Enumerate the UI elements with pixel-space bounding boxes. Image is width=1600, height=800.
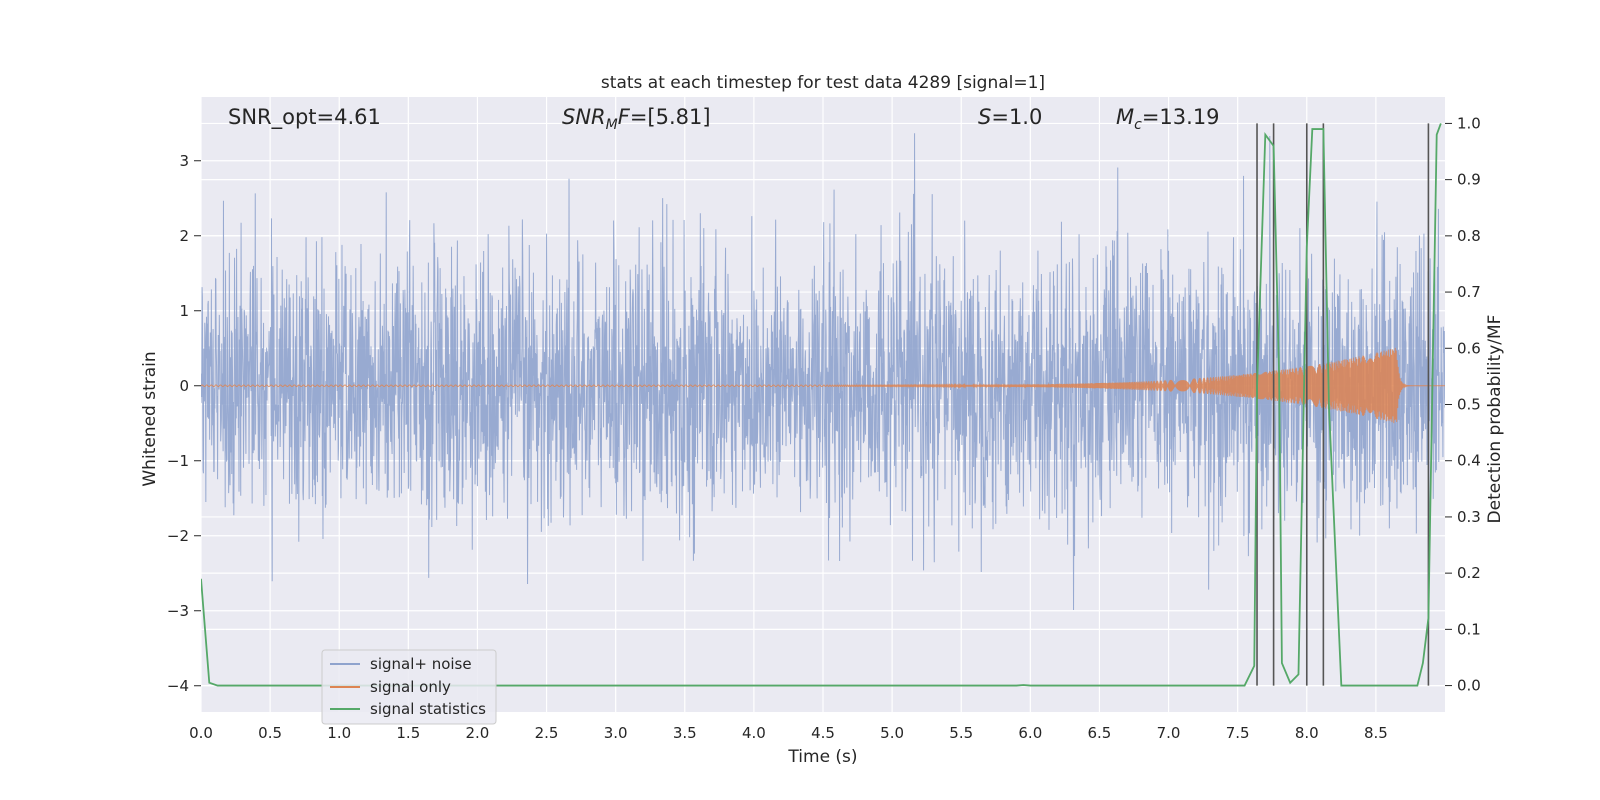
series-signal-statistics [201, 123, 1442, 687]
x-tick-label: 1.0 [327, 724, 351, 742]
y-tick-label-right: 0.2 [1457, 564, 1481, 582]
y-tick-label-left: −4 [167, 677, 189, 695]
legend-label-signal-only: signal only [370, 678, 451, 696]
x-tick-label: 8.5 [1364, 724, 1388, 742]
x-tick-label: 3.5 [673, 724, 697, 742]
annotation-snr-mf: SNRMF=[5.81] [562, 105, 711, 133]
y-tick-labels-right: 0.0 0.1 0.2 0.3 0.4 0.5 0.6 0.7 0.8 0.9 1.0 [1445, 114, 1481, 695]
y-tick-label-left: 1 [179, 302, 189, 320]
annotation-snr-mf-suffix: F=[5.81] [618, 105, 711, 129]
x-tick-label: 1.5 [396, 724, 420, 742]
y-tick-label-left: 0 [179, 377, 189, 395]
x-tick-label: 0.5 [258, 724, 282, 742]
y-tick-label-right: 0.8 [1457, 227, 1481, 245]
annotation-mc-sub: c [1134, 117, 1142, 133]
x-tick-label: 5.5 [949, 724, 973, 742]
y-tick-label-right: 0.6 [1457, 339, 1481, 357]
series-signal-plus-noise [201, 133, 1445, 611]
y-tick-label-right: 0.4 [1457, 452, 1481, 470]
x-tick-label: 6.5 [1088, 724, 1112, 742]
annotation-mc-value: =13.19 [1142, 105, 1220, 129]
y-tick-label-right: 0.5 [1457, 396, 1481, 414]
x-tick-label: 7.0 [1157, 724, 1181, 742]
legend-label-signal-plus-noise: signal+ noise [370, 655, 472, 673]
y-tick-label-right: 0.1 [1457, 620, 1481, 638]
y-tick-label-right: 0.7 [1457, 283, 1481, 301]
annotation-snr-mf-suffix-f: F [618, 105, 631, 129]
x-tick-label: 4.0 [742, 724, 766, 742]
annotation-s-value: =1.0 [991, 105, 1042, 129]
y-axis-label-left: Whitened strain [140, 351, 160, 486]
legend: signal+ noise signal only signal statist… [321, 649, 497, 725]
annotation-snr-mf-prefix: SNR [562, 105, 606, 129]
legend-label-signal-statistics: signal statistics [370, 700, 486, 718]
x-tick-label: 0.0 [189, 724, 213, 742]
annotation-s-sym: S [978, 105, 991, 129]
annotation-mc-sym: M [1116, 105, 1134, 129]
y-tick-label-left: −2 [167, 527, 189, 545]
y-tick-label-right: 1.0 [1457, 114, 1481, 132]
annotation-mc: Mc=13.19 [1116, 105, 1220, 133]
x-tick-labels: 0.0 0.5 1.0 1.5 2.0 2.5 3.0 3.5 4.0 4.5 5.0 5.5 6.0 6… [189, 724, 1388, 742]
annotation-snr-mf-sub: M [606, 117, 618, 133]
x-tick-label: 8.0 [1295, 724, 1319, 742]
x-tick-label: 6.0 [1018, 724, 1042, 742]
annotation-s: S=1.0 [978, 105, 1042, 129]
y-tick-label-right: 0.9 [1457, 171, 1481, 189]
x-tick-label: 2.0 [466, 724, 490, 742]
series-signal-only [201, 347, 1445, 424]
y-tick-label-left: −1 [167, 452, 189, 470]
chart-title: stats at each timestep for test data 428… [601, 73, 1045, 93]
annotation-snr-opt: SNR_opt=4.61 [228, 105, 381, 130]
legend-box [321, 649, 497, 725]
y-tick-labels-left: −4 −3 −2 −1 0 1 2 3 [167, 152, 201, 695]
x-tick-label: 2.5 [535, 724, 559, 742]
y-tick-label-left: 2 [179, 227, 189, 245]
y-tick-label-right: 0.0 [1457, 677, 1481, 695]
x-tick-label: 4.5 [811, 724, 835, 742]
y-tick-label-left: 3 [179, 152, 189, 170]
y-axis-label-right: Detection probability/MF [1485, 315, 1505, 524]
x-tick-label: 7.5 [1226, 724, 1250, 742]
y-tick-label-right: 0.3 [1457, 508, 1481, 526]
x-tick-label: 5.0 [880, 724, 904, 742]
x-axis-label: Time (s) [787, 747, 857, 767]
x-tick-label: 3.0 [604, 724, 628, 742]
y-tick-label-left: −3 [167, 602, 189, 620]
